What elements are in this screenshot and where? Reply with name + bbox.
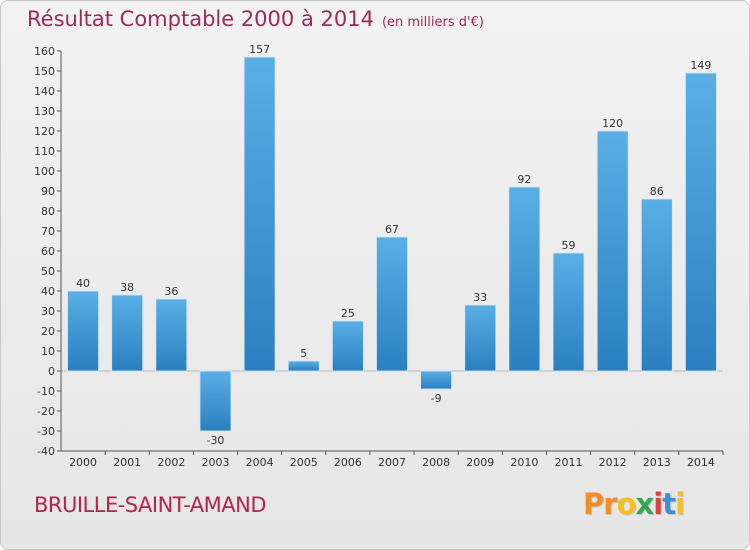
logo-letter: P	[583, 487, 604, 521]
data-label-2005: 5	[300, 347, 307, 360]
x-tick-label: 2013	[643, 456, 671, 469]
y-tick-label: 90	[41, 185, 55, 198]
data-label-2010: 92	[517, 173, 531, 186]
y-tick-label: 160	[34, 45, 55, 58]
logo-letter: t	[662, 487, 676, 521]
y-tick-label: 30	[41, 305, 55, 318]
x-tick-label: 2011	[555, 456, 583, 469]
data-label-2003: -30	[206, 434, 224, 447]
logo-letter: x	[635, 487, 655, 521]
bar-2003	[199, 370, 232, 432]
chart-bars	[67, 56, 717, 432]
data-label-2008: -9	[431, 392, 442, 405]
y-tick-label: 110	[34, 145, 55, 158]
bar-2007	[376, 236, 408, 372]
y-tick-label: -10	[37, 385, 55, 398]
bar-2009	[464, 304, 497, 372]
y-tick-label: -20	[37, 405, 55, 418]
chart-unit: (en milliers d'€)	[381, 15, 484, 30]
chart-data-labels: 40 38 36 -30 157 5 25 67 -9 33 92 59 120 86 149	[76, 43, 711, 447]
y-tick-label: 80	[41, 205, 55, 218]
y-tick-label: 140	[34, 85, 55, 98]
logo-letter: i	[675, 487, 685, 521]
bar-2002	[155, 298, 188, 372]
chart-title-text: Résultat Comptable 2000 à 2014	[27, 7, 374, 31]
logo-letter: r	[603, 487, 617, 521]
bar-2004	[243, 56, 276, 372]
logo-letter: i	[653, 487, 663, 521]
x-tick-label: 2006	[334, 456, 362, 469]
bar-2006	[331, 320, 364, 372]
y-tick-label: 10	[41, 345, 55, 358]
data-label-2006: 25	[341, 307, 355, 320]
x-tick-label: 2002	[157, 456, 185, 469]
y-tick-label: 60	[41, 245, 55, 258]
bar-2001	[111, 294, 144, 372]
x-tick-label: 2005	[290, 456, 318, 469]
proxiti-logo: Proxiti	[583, 487, 685, 521]
x-tick-label: 2003	[201, 456, 229, 469]
data-label-2014: 149	[690, 59, 711, 72]
y-tick-label: 150	[34, 65, 55, 78]
bar-2012	[596, 130, 629, 372]
x-tick-label: 2008	[422, 456, 450, 469]
x-tick-label: 2010	[510, 456, 538, 469]
data-label-2000: 40	[76, 277, 90, 290]
bar-2013	[640, 198, 673, 372]
x-tick-label: 2012	[599, 456, 627, 469]
city-name: BRUILLE-SAINT-AMAND	[34, 493, 267, 517]
logo-letter: o	[616, 487, 637, 521]
data-label-2001: 38	[120, 281, 134, 294]
data-label-2013: 86	[650, 185, 664, 198]
data-label-2007: 67	[385, 223, 399, 236]
y-tick-label: 130	[34, 105, 55, 118]
x-tick-label: 2000	[69, 456, 97, 469]
y-tick-label: 40	[41, 285, 55, 298]
bar-2011	[552, 252, 585, 372]
y-tick-label: -40	[37, 445, 55, 458]
x-tick-label: 2014	[687, 456, 715, 469]
data-label-2009: 33	[473, 291, 487, 304]
chart-axes: -40 -30 -20 -10 0 10 20 30 40 50 60 70 80 90 100 110 120…	[34, 45, 724, 469]
y-tick-label: -30	[37, 425, 55, 438]
bar-2000	[67, 290, 99, 372]
y-tick-label: 0	[48, 365, 55, 378]
x-tick-label: 2007	[378, 456, 406, 469]
y-tick-label: 70	[41, 225, 55, 238]
y-tick-label: 20	[41, 325, 55, 338]
y-tick-label: 120	[34, 125, 55, 138]
bar-2010	[508, 186, 541, 372]
data-label-2011: 59	[562, 239, 576, 252]
data-label-2002: 36	[164, 285, 178, 298]
data-label-2012: 120	[602, 117, 623, 130]
x-tick-label: 2004	[246, 456, 274, 469]
x-tick-label: 2001	[113, 456, 141, 469]
data-label-2004: 157	[249, 43, 270, 56]
bar-2008	[420, 370, 453, 390]
bar-2005	[287, 360, 320, 372]
y-tick-label: 100	[34, 165, 55, 178]
bar-2014	[685, 72, 717, 372]
chart-title: Résultat Comptable 2000 à 2014 (en millie…	[27, 7, 484, 31]
y-tick-label: 50	[41, 265, 55, 278]
x-tick-label: 2009	[466, 456, 494, 469]
